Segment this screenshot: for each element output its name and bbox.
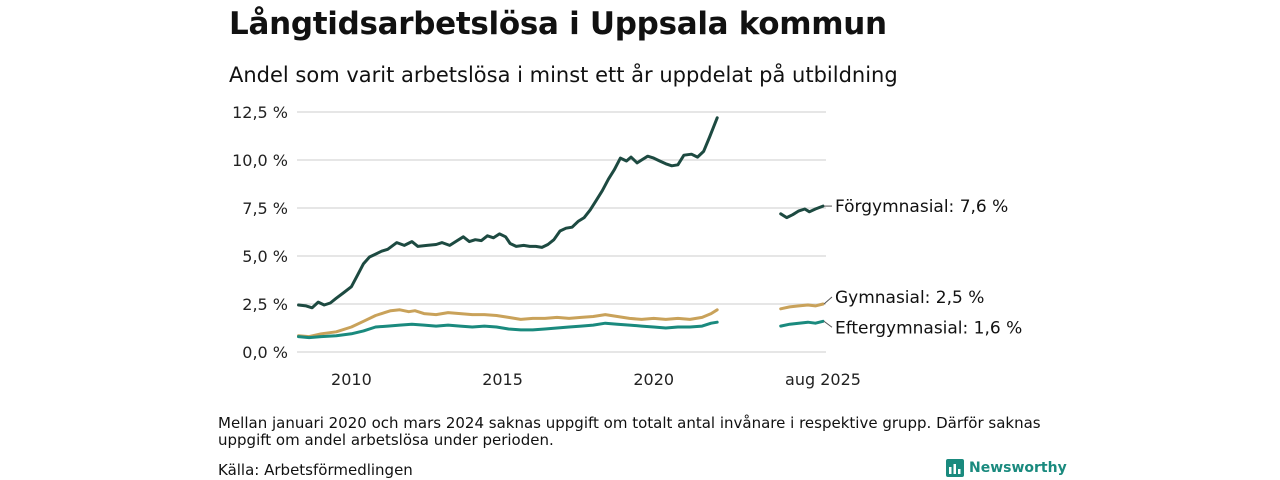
chart-title: Långtidsarbetslösa i Uppsala kommun bbox=[229, 6, 887, 42]
gap-note: Mellan januari 2020 och mars 2024 saknas… bbox=[218, 414, 1041, 449]
y-tick-label: 0,0 % bbox=[242, 343, 288, 362]
end-connector-eftergymnasial bbox=[823, 320, 833, 328]
x-tick-label: aug 2025 bbox=[785, 370, 861, 389]
y-tick-label: 10,0 % bbox=[232, 151, 288, 170]
source-text: Källa: Arbetsförmedlingen bbox=[218, 461, 413, 479]
y-tick-label: 5,0 % bbox=[242, 247, 288, 266]
brand-logo[interactable]: Newsworthy bbox=[946, 459, 1067, 477]
brand-name: Newsworthy bbox=[969, 460, 1067, 476]
end-label-gymnasial: Gymnasial: 2,5 % bbox=[835, 288, 984, 308]
y-tick-label: 12,5 % bbox=[232, 103, 288, 122]
series-line-gymnasial bbox=[297, 308, 719, 339]
line-chart: 0,0 % 2,5 % 5,0 % 7,5 % 10,0 % 12,5 % 2010 2015… bbox=[232, 103, 1022, 389]
end-label-eftergymnasial: Eftergymnasial: 1,6 % bbox=[835, 318, 1022, 338]
x-tick-label: 2010 bbox=[331, 370, 372, 389]
series-line-eftergymnasial bbox=[779, 319, 825, 328]
end-connector-gymnasial bbox=[823, 296, 833, 305]
y-tick-label: 2,5 % bbox=[242, 295, 288, 314]
y-tick-label: 7,5 % bbox=[242, 199, 288, 218]
series-line-eftergymnasial bbox=[297, 320, 719, 340]
newsworthy-logo-icon bbox=[946, 459, 964, 477]
chart-subtitle: Andel som varit arbetslösa i minst ett å… bbox=[229, 63, 898, 87]
x-tick-label: 2015 bbox=[482, 370, 523, 389]
x-tick-label: 2020 bbox=[633, 370, 674, 389]
end-label-förgymnasial: Förgymnasial: 7,6 % bbox=[835, 197, 1008, 217]
series-line-gymnasial bbox=[779, 302, 825, 311]
series-line-förgymnasial bbox=[779, 204, 825, 220]
series-line-förgymnasial bbox=[297, 116, 719, 310]
